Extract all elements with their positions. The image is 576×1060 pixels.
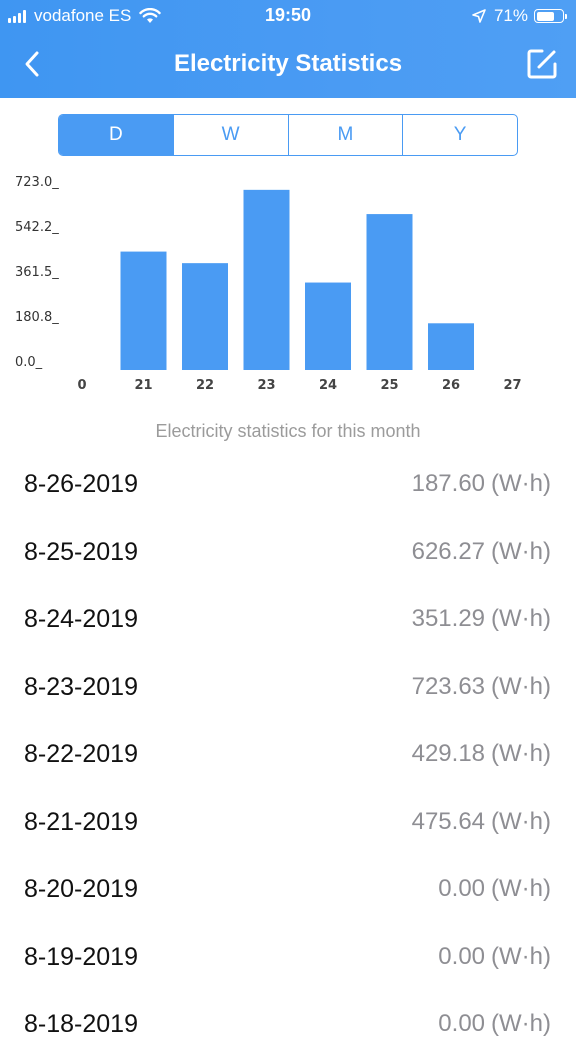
entry-unit: (W·h) (491, 807, 551, 835)
entry-amount: 475.64 (411, 807, 486, 835)
list-item[interactable]: 8-19-2019 0.00 (W·h) (0, 925, 576, 993)
entry-date: 8-24-2019 (24, 605, 138, 633)
entry-unit: (W·h) (491, 672, 551, 700)
chart-bar-25 (366, 214, 413, 370)
chart-bar-23 (243, 189, 290, 370)
tab-day[interactable]: D (59, 115, 174, 155)
entry-unit: (W·h) (491, 875, 551, 902)
entry-date: 8-23-2019 (24, 672, 138, 701)
navbar: Electricity Statistics (0, 32, 576, 98)
entry-unit: (W·h) (491, 605, 551, 632)
statistics-list: 8-26-2019 187.60 (W·h) 8-25-2019 626.27 (W·h)… (0, 452, 576, 1060)
entry-value: 429.18 (W·h) (412, 740, 551, 768)
entry-amount: 626.27 (411, 537, 486, 565)
x-tick-label: 21 (134, 378, 152, 393)
list-item[interactable]: 8-24-2019 351.29 (W·h) (0, 587, 576, 655)
entry-value: 351.29 (W·h) (412, 605, 551, 633)
entry-value: 0.00 (W·h) (438, 943, 551, 971)
list-item[interactable]: 8-22-2019 429.18 (W·h) (0, 722, 576, 790)
chart-caption: Electricity statistics for this month (155, 421, 421, 441)
entry-date: 8-20-2019 (24, 875, 138, 903)
status-left: vodafone ES (8, 6, 162, 26)
entry-value: 475.64 (W·h) (412, 808, 551, 836)
tab-month[interactable]: M (289, 115, 404, 155)
period-tabs: D W M Y (58, 114, 518, 156)
header: vodafone ES 19:50 71% (0, 0, 576, 98)
entry-unit: (W·h) (491, 942, 551, 970)
y-tick-label: 180.8_ (15, 310, 59, 325)
entry-amount: 351.29 (411, 605, 486, 632)
y-tick-label: 542.2_ (15, 220, 59, 235)
tab-year[interactable]: Y (453, 124, 467, 145)
entry-unit: (W·h) (491, 537, 551, 565)
battery-fill (536, 11, 554, 21)
entry-amount: 0.00 (438, 942, 486, 970)
y-tick-label: 723.0_ (15, 175, 59, 190)
entry-amount: 429.18 (411, 740, 486, 767)
chart-bar-26 (428, 323, 474, 370)
list-item[interactable]: 8-21-2019 475.64 (W·h) (0, 790, 576, 858)
back-button[interactable] (12, 44, 52, 84)
entry-value: 0.00 (W·h) (438, 875, 551, 903)
chart-bar-21 (120, 251, 167, 370)
chevron-left-icon (25, 51, 39, 77)
entry-value: 0.00 (W·h) (438, 1010, 551, 1038)
x-tick-label: 23 (257, 378, 275, 393)
x-tick-label: 25 (380, 378, 398, 393)
entry-unit: (W·h) (491, 470, 551, 497)
entry-date: 8-19-2019 (24, 942, 138, 971)
entry-value: 723.63 (W·h) (412, 673, 551, 701)
entry-value: 187.60 (W·h) (412, 470, 551, 498)
list-item[interactable]: 8-25-2019 626.27 (W·h) (0, 520, 576, 588)
entry-amount: 0.00 (438, 875, 486, 902)
entry-date: 8-21-2019 (24, 807, 138, 836)
x-tick-label: 24 (319, 378, 337, 393)
status-right: 71% (472, 6, 567, 26)
edit-icon (527, 49, 557, 79)
entry-value: 626.27 (W·h) (412, 538, 551, 566)
battery-icon (534, 9, 567, 23)
entry-date: 8-18-2019 (24, 1010, 138, 1038)
list-item[interactable]: 8-23-2019 723.63 (W·h) (0, 655, 576, 723)
entry-date: 8-25-2019 (24, 537, 138, 566)
entry-date: 8-26-2019 (24, 470, 138, 498)
entry-date: 8-22-2019 (24, 740, 138, 768)
location-arrow-icon (472, 9, 486, 23)
status-bar: vodafone ES 19:50 71% (0, 0, 576, 32)
x-tick-label: 26 (442, 378, 460, 393)
x-tick-label: 0 (77, 378, 86, 393)
entry-unit: (W·h) (491, 740, 551, 767)
entry-amount: 723.63 (411, 672, 486, 700)
edit-button[interactable] (522, 44, 562, 84)
entry-amount: 187.60 (411, 470, 486, 497)
page-title: Electricity Statistics (173, 50, 403, 77)
list-item[interactable]: 8-20-2019 0.00 (W·h) (0, 857, 576, 925)
battery-percent: 71% (493, 6, 528, 25)
electricity-bar-chart: 723.0_ 542.2_ 361.5_ 180.8_ 0.0_ 0 21 22 23 24 25 2… (15, 175, 522, 393)
chart-bar-24 (305, 282, 351, 370)
chart-bar-22 (182, 263, 228, 370)
wifi-icon (139, 8, 162, 24)
y-tick-label: 361.5_ (15, 265, 59, 280)
carrier-label: vodafone ES (34, 6, 132, 25)
list-item[interactable]: 8-26-2019 187.60 (W·h) (0, 452, 576, 520)
tab-week[interactable]: W (174, 115, 289, 155)
signal-icon (8, 9, 28, 23)
x-tick-label: 27 (503, 378, 521, 393)
list-item[interactable]: 8-18-2019 0.00 (W·h) (0, 992, 576, 1060)
x-tick-label: 22 (196, 378, 214, 393)
y-tick-label: 0.0_ (15, 355, 43, 370)
